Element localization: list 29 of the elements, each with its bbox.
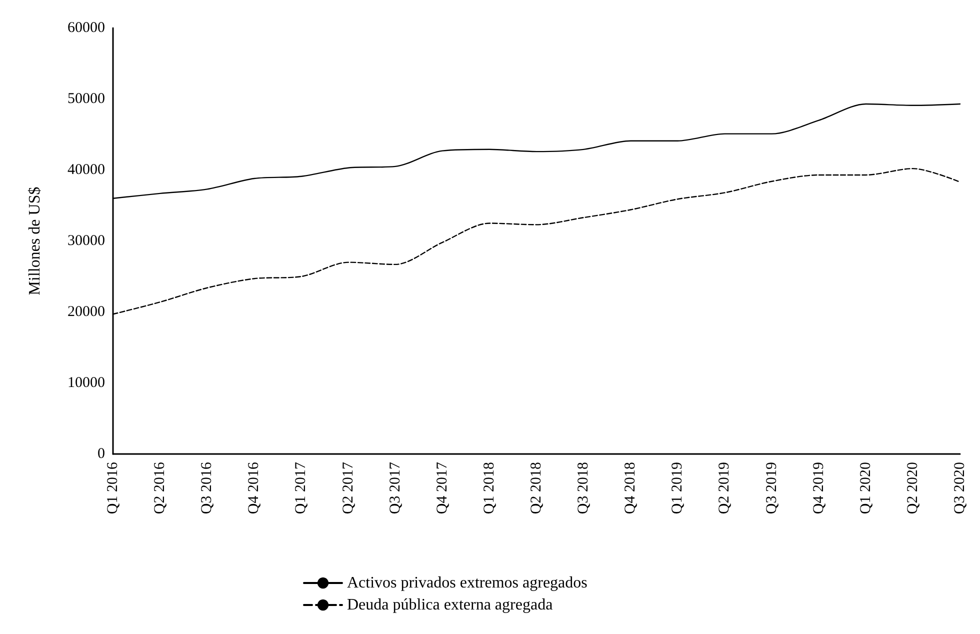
x-tick-label: Q3 2016: [199, 462, 216, 514]
x-tick-label: Q1 2016: [105, 462, 121, 514]
x-tick-label: Q4 2019: [810, 462, 827, 514]
y-tick-label: 20000: [68, 304, 105, 320]
x-tick-label: Q3 2017: [387, 462, 404, 514]
y-tick-label: 60000: [68, 20, 105, 36]
y-tick-label: 10000: [68, 375, 105, 391]
x-tick-label: Q2 2020: [904, 462, 921, 514]
x-tick-label: Q1 2020: [858, 462, 874, 514]
x-tick-label: Q3 2018: [576, 462, 592, 514]
x-tick-label: Q4 2016: [246, 462, 262, 514]
x-tick-label: Q1 2019: [670, 462, 686, 514]
x-tick-label: Q3 2019: [764, 462, 780, 514]
legend-label: Activos privados extremos agregados: [347, 574, 588, 592]
x-tick-label: Q2 2019: [716, 462, 733, 514]
x-tick-label: Q4 2018: [622, 462, 639, 514]
x-tick-label: Q1 2018: [481, 462, 498, 514]
y-tick-label: 50000: [68, 91, 105, 107]
legend-label: Deuda pública externa agregada: [347, 596, 553, 614]
x-tick-label: Q2 2016: [152, 462, 168, 514]
y-tick-label: 40000: [68, 162, 105, 178]
x-tick-label: Q2 2018: [528, 462, 544, 514]
y-tick-label: 0: [98, 446, 105, 462]
x-tick-label: Q4 2017: [434, 462, 450, 514]
y-axis-title: Millones de US$: [26, 186, 44, 296]
x-tick-label: Q1 2017: [293, 462, 310, 514]
x-tick-label: Q2 2017: [340, 462, 356, 514]
x-tick-label: Q3 2020: [952, 462, 968, 514]
y-tick-label: 30000: [68, 233, 105, 249]
